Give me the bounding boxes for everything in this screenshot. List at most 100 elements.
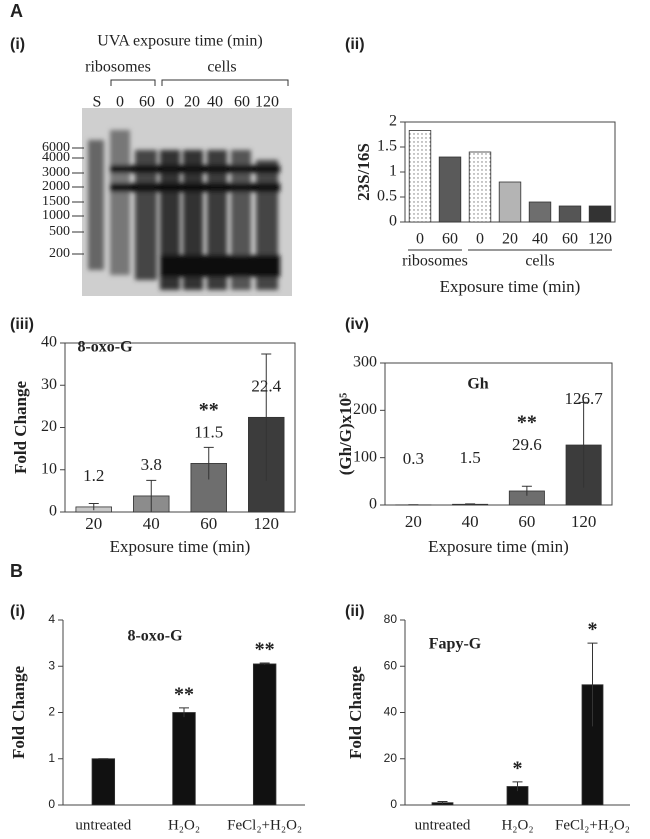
value-label: 29.6: [512, 435, 542, 454]
group-label: ribosomes: [402, 253, 468, 270]
x-tick-label: untreated: [415, 817, 471, 833]
x-tick-label: 60: [562, 231, 578, 248]
y-tick-label: 40: [41, 334, 57, 351]
x-tick-label: 0: [416, 231, 424, 248]
gel-marker-label: 1000: [42, 208, 70, 223]
y-tick-label: 0: [49, 503, 57, 520]
y-tick-label: 30: [41, 376, 57, 393]
y-tick-label: 0: [390, 797, 397, 811]
x-tick-label: H₂O₂: [168, 817, 200, 833]
y-tick-label: 2: [389, 113, 397, 130]
y-tick-label: 2: [48, 705, 55, 719]
y-tick-label: 40: [384, 705, 398, 719]
value-label: 11.5: [194, 422, 223, 441]
panel-label: (i): [10, 36, 25, 53]
y-tick-label: 0: [369, 496, 377, 513]
gel-lane-label: S: [93, 94, 102, 111]
gel-image: [82, 108, 292, 296]
value-label: 22.4: [251, 376, 281, 395]
y-tick-label: 4: [48, 612, 55, 626]
gel-group: ribosomes: [85, 59, 151, 76]
x-tick-label: FeCl₂+H₂O₂: [555, 817, 630, 833]
panel-label: A: [10, 1, 23, 21]
x-tick-label: 20: [502, 231, 518, 248]
significance: **: [174, 683, 194, 705]
significance: *: [588, 619, 598, 641]
panel-label: B: [10, 561, 23, 581]
gel-lane-label: 120: [255, 94, 279, 111]
x-tick-label: 40: [532, 231, 548, 248]
y-tick-label: 100: [353, 448, 377, 465]
error-bar: [203, 446, 214, 480]
chart-title: 8-oxo-G: [77, 339, 133, 356]
y-axis-label: Fold Change: [11, 381, 30, 474]
error-bar: [587, 642, 598, 727]
panel-label: (ii): [345, 603, 365, 620]
value-label: 1.5: [460, 448, 481, 467]
panel-label: (i): [10, 603, 25, 620]
value-label: 126.7: [565, 389, 604, 408]
x-tick-label: H₂O₂: [501, 817, 533, 833]
gel-lane-label: 20: [184, 94, 200, 111]
gel-marker-label: 1500: [42, 194, 70, 209]
x-tick-label: 120: [588, 231, 612, 248]
x-tick-label: 60: [200, 514, 217, 533]
x-tick-label: 20: [405, 512, 422, 531]
y-tick-label: 0: [389, 213, 397, 230]
error-bar: [465, 503, 476, 505]
y-tick-label: 1: [389, 163, 397, 180]
panel-label: (iii): [10, 316, 34, 333]
y-axis-label: 23S/16S: [354, 143, 373, 201]
error-bar: [88, 503, 99, 511]
value-label: 3.8: [141, 455, 162, 474]
gel-marker-label: 200: [49, 246, 70, 261]
error-bar: [146, 479, 157, 512]
gel-marker-label: 4000: [42, 150, 70, 165]
x-tick-label: 40: [462, 512, 479, 531]
y-axis-label: Fold Change: [346, 666, 365, 759]
significance: **: [199, 399, 219, 421]
y-tick-label: 200: [353, 401, 377, 418]
bar: [172, 712, 196, 806]
gel-marker-label: 2000: [42, 179, 70, 194]
error-bar: [512, 781, 523, 792]
x-tick-label: FeCl₂+H₂O₂: [227, 817, 302, 833]
y-tick-label: 0.5: [377, 188, 397, 205]
x-tick-label: 120: [254, 514, 280, 533]
gel-lane-label: 0: [166, 94, 174, 111]
y-tick-label: 0: [48, 797, 55, 811]
error-bar: [259, 662, 270, 665]
x-axis-label: Exposure time (min): [428, 537, 569, 556]
gel-lane-label: 0: [116, 94, 124, 111]
error-bar: [179, 707, 189, 718]
value-label: 1.2: [83, 466, 104, 485]
significance: **: [255, 639, 275, 661]
bar: [498, 181, 522, 223]
gel-marker-label: 500: [49, 224, 70, 239]
error-bar: [261, 353, 272, 481]
chart-title: Gh: [467, 376, 488, 393]
value-label: 0.3: [403, 449, 424, 468]
x-tick-label: 40: [143, 514, 160, 533]
y-tick-label: 80: [384, 612, 398, 626]
gel-marker-label: 6000: [42, 140, 70, 155]
y-axis-label: (Gh/G)x10⁵: [336, 393, 355, 476]
y-tick-label: 3: [48, 658, 55, 672]
x-tick-label: 20: [85, 514, 102, 533]
chart-title: Fapy-G: [429, 636, 482, 653]
x-axis-label: Exposure time (min): [440, 277, 581, 296]
gel-lane-label: 60: [234, 94, 250, 111]
error-bar: [437, 801, 448, 804]
y-tick-label: 10: [41, 460, 57, 477]
error-bar: [521, 485, 532, 496]
panel-label: (ii): [345, 36, 365, 53]
gel-brackets: [110, 79, 289, 86]
y-tick-label: 20: [41, 418, 57, 435]
x-tick-label: 0: [476, 231, 484, 248]
gel-group: cells: [207, 59, 236, 76]
x-axis-label: Exposure time (min): [110, 537, 251, 556]
gel-title: UVA exposure time (min): [97, 33, 262, 50]
group-label: cells: [525, 253, 554, 270]
significance: **: [517, 412, 537, 434]
